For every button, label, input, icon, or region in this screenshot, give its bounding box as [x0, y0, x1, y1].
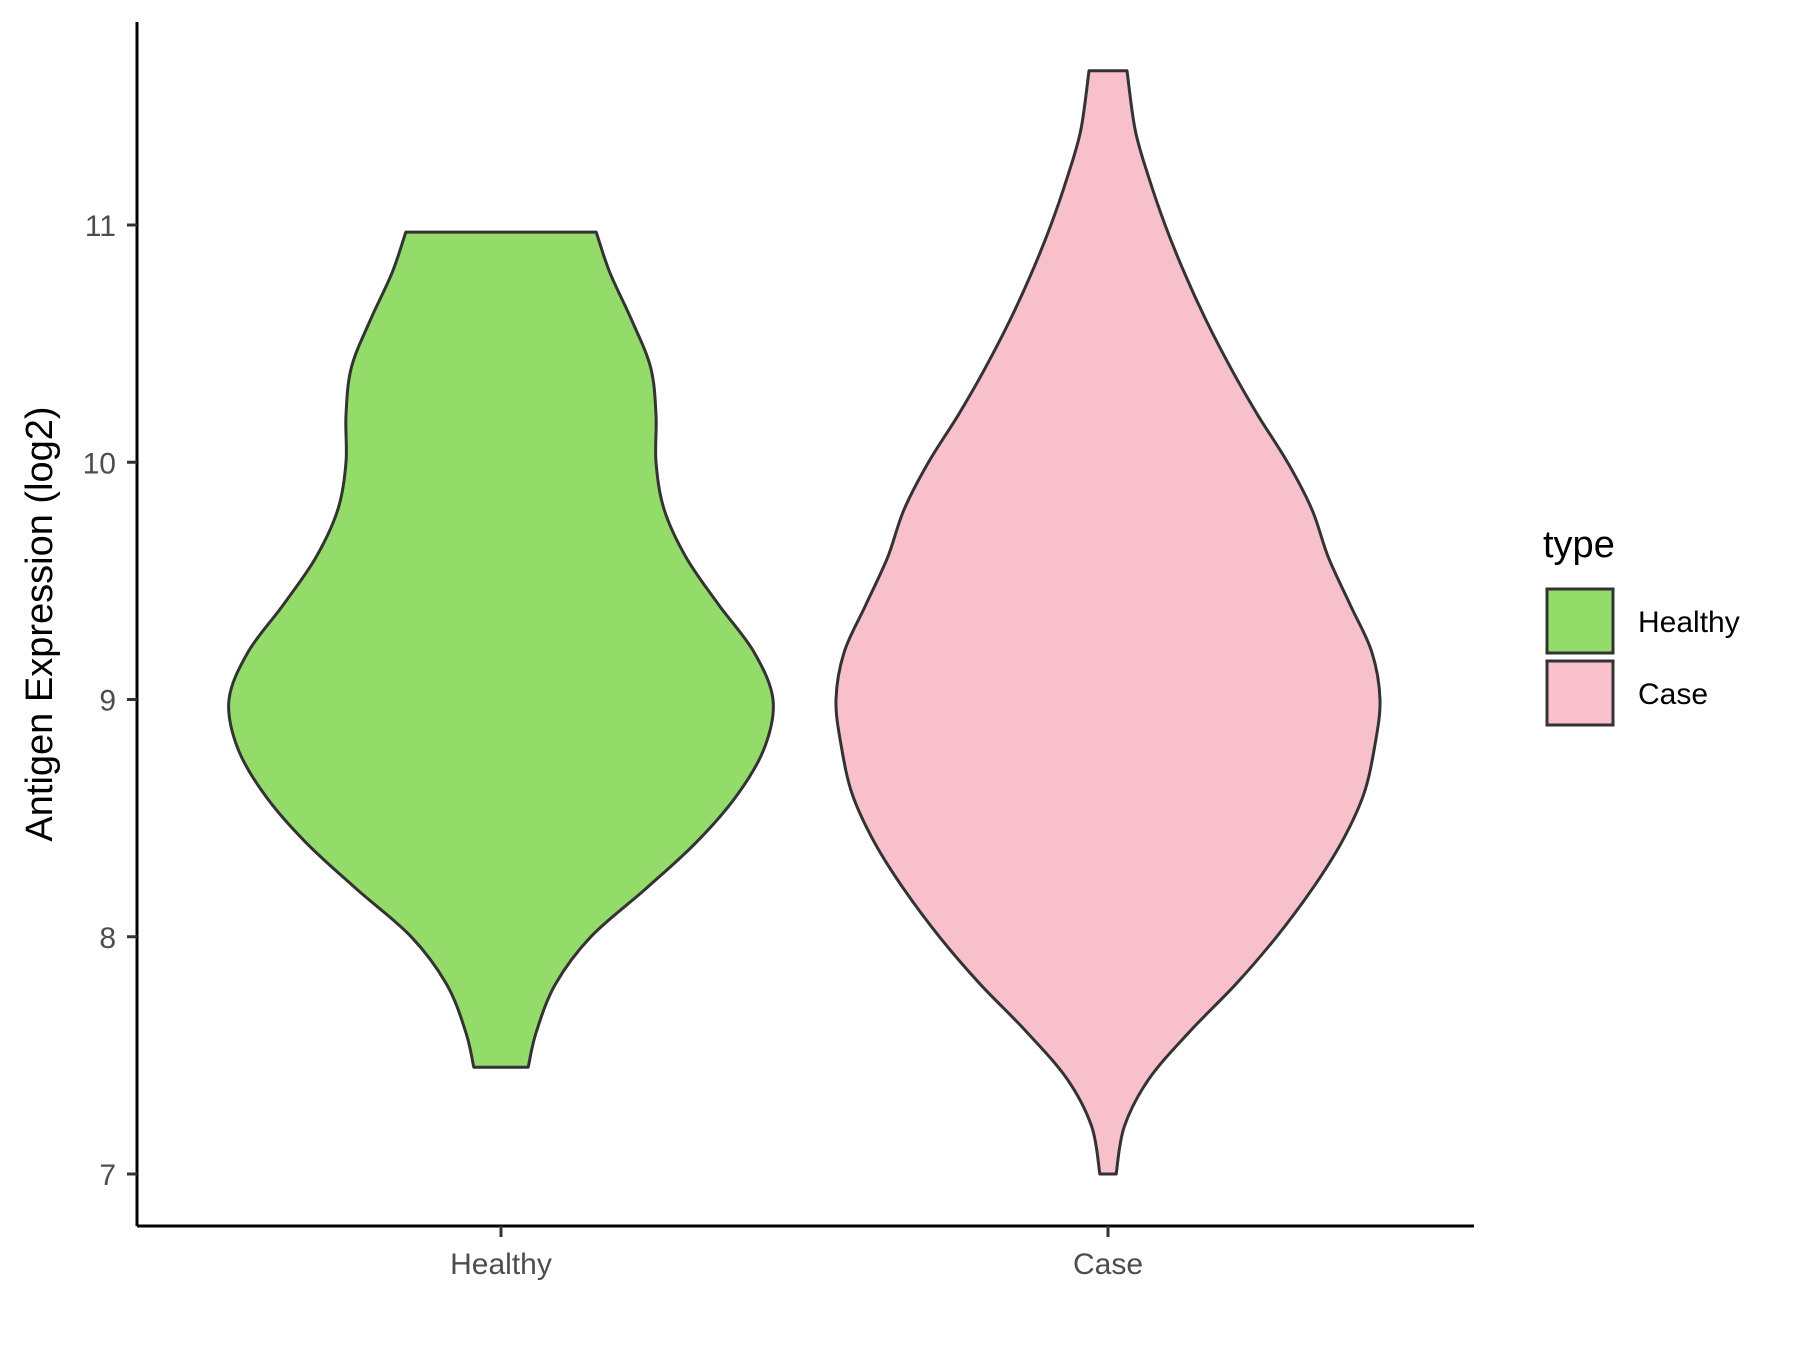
y-axis-ticks: 7 8 9 10 11	[83, 210, 137, 1192]
violin-case	[834, 69, 1382, 1176]
y-tick-label: 7	[99, 1159, 116, 1192]
y-tick-label: 8	[99, 922, 116, 955]
legend-label-case: Case	[1638, 678, 1708, 711]
legend-entries: Healthy Case	[1545, 587, 1740, 727]
y-tick-label: 10	[83, 447, 116, 480]
legend: type Healthy Case	[1543, 524, 1740, 727]
y-tick-label: 11	[85, 210, 116, 243]
legend-title: type	[1543, 524, 1615, 566]
legend-label-healthy: Healthy	[1638, 606, 1740, 639]
x-tick-label: Healthy	[450, 1248, 552, 1281]
x-axis-ticks: Healthy Case	[450, 1226, 1143, 1281]
y-tick-label: 9	[99, 685, 116, 718]
x-tick-label: Case	[1073, 1248, 1143, 1281]
violin-healthy	[227, 230, 775, 1069]
violin-layer	[227, 69, 1382, 1176]
y-axis-title: Antigen Expression (log2)	[19, 406, 61, 841]
legend-key-healthy	[1545, 587, 1615, 655]
legend-key-case	[1545, 659, 1615, 727]
